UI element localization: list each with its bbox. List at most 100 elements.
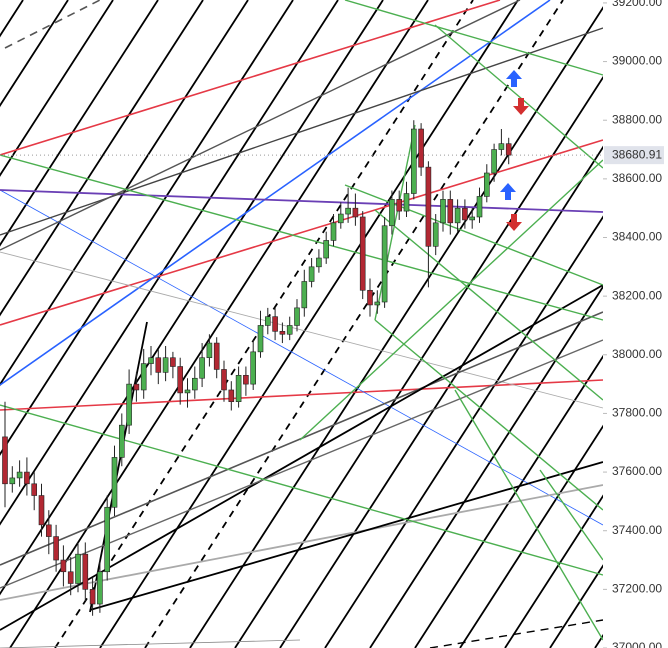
y-tick-label: 37800.00 — [612, 406, 662, 420]
trend-line — [0, 404, 604, 576]
trend-line — [0, 0, 339, 526]
candle-body — [82, 553, 89, 590]
candle-body — [440, 199, 446, 224]
candle-body — [316, 257, 322, 268]
down-arrow — [513, 98, 529, 115]
candle-body — [170, 357, 176, 367]
candle-body — [38, 495, 45, 526]
trend-line — [9, 0, 429, 648]
candle-body — [126, 383, 132, 426]
trend-line — [4, 0, 101, 49]
candle-body — [111, 457, 118, 508]
trend-line — [299, 159, 604, 441]
candle-body — [476, 196, 483, 218]
up-arrow — [506, 70, 522, 87]
candle-body — [53, 536, 59, 561]
candle-body — [177, 366, 183, 394]
trend-line — [0, 0, 294, 456]
candle-body — [498, 143, 505, 150]
candle-body — [89, 589, 96, 605]
candle-body — [418, 128, 424, 168]
candle-body — [228, 389, 235, 403]
trend-line — [0, 27, 604, 236]
candle-body — [60, 559, 67, 573]
candle-body — [272, 316, 278, 332]
candle-body — [337, 213, 344, 224]
candle-body — [133, 383, 140, 391]
candle-body — [2, 436, 8, 485]
up-arrow — [500, 183, 516, 200]
trend-line — [434, 24, 604, 169]
last-price-label: 38680.91 — [612, 147, 662, 161]
trend-line — [0, 154, 604, 321]
candle-body — [140, 363, 147, 391]
trend-line — [54, 0, 474, 648]
trend-line — [0, 0, 159, 247]
candle-body — [16, 471, 23, 479]
candle-body — [403, 193, 410, 212]
candle-body — [162, 357, 169, 373]
candle-body — [24, 471, 30, 485]
trend-line — [99, 0, 519, 648]
candle-body — [104, 506, 110, 573]
price-badge — [604, 146, 664, 165]
trend-line — [89, 461, 604, 611]
candle-body — [359, 216, 366, 291]
y-tick-label: 38200.00 — [612, 288, 662, 302]
y-tick-label: 37400.00 — [612, 523, 662, 537]
candle-body — [97, 571, 103, 605]
candle-body — [294, 307, 300, 326]
candle-body — [235, 375, 242, 403]
candle-body — [345, 207, 351, 215]
candle-body — [155, 357, 162, 373]
candle-body — [301, 281, 308, 309]
candle-body — [432, 222, 439, 247]
candle-body — [462, 207, 468, 221]
candle-body — [308, 266, 315, 282]
trend-line — [539, 469, 604, 561]
y-tick-label: 39200.00 — [612, 0, 662, 9]
trend-line — [459, 323, 668, 648]
trend-line — [344, 184, 604, 286]
candle-body — [75, 553, 81, 584]
candle-body — [410, 128, 417, 194]
y-tick-label: 38400.00 — [612, 230, 662, 244]
trend-line — [0, 0, 521, 251]
candle-body — [206, 342, 213, 359]
trend-line — [189, 0, 609, 648]
candle-body — [352, 207, 359, 218]
candle-body — [199, 357, 205, 379]
y-tick-label: 38000.00 — [612, 347, 662, 361]
trend-line — [344, 0, 604, 76]
candle-body — [483, 172, 490, 197]
trend-line — [374, 319, 604, 511]
candle-body — [330, 222, 337, 241]
candle-body — [286, 325, 293, 335]
candle-body — [505, 143, 512, 156]
candle-body — [367, 289, 373, 306]
candle-body — [491, 149, 497, 174]
candle-body — [45, 524, 52, 537]
candle-body — [469, 216, 476, 221]
candle-body — [31, 483, 38, 496]
trend-line — [0, 0, 249, 387]
candles — [2, 120, 512, 616]
trend-line — [0, 339, 604, 589]
trend-line — [429, 619, 604, 648]
signal-arrows — [500, 70, 529, 231]
candle-body — [381, 225, 388, 303]
y-tick-label: 37200.00 — [612, 582, 662, 596]
candle-body — [184, 389, 191, 394]
trend-line — [374, 124, 416, 321]
candle-body — [323, 240, 330, 259]
trend-line — [504, 393, 668, 648]
candle-body — [243, 375, 249, 385]
candle-body — [396, 199, 403, 212]
candle-body — [454, 207, 461, 224]
candle-body — [119, 424, 125, 458]
candle-body — [374, 301, 381, 306]
candle-body — [447, 199, 454, 224]
trend-line — [0, 0, 114, 177]
trend-line — [0, 0, 384, 596]
